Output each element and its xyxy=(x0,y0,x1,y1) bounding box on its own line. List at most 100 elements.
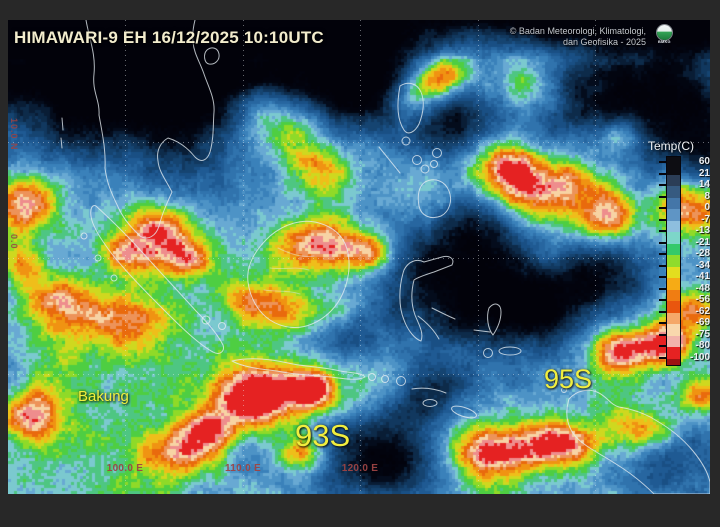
coast-sulawesi-arms xyxy=(417,307,456,340)
colorbar-bottom-cap xyxy=(667,358,680,365)
borneo-rivers xyxy=(263,247,315,295)
legend-tick-label: -100 xyxy=(689,351,710,363)
coast-luzon xyxy=(397,82,424,134)
colorbar-segment xyxy=(667,289,680,301)
storm-label-bakung: Bakung xyxy=(78,388,129,405)
legend-tick-mark xyxy=(659,207,666,209)
colorbar-segment xyxy=(667,301,680,313)
lon-label-1100e: 110.0 E xyxy=(224,463,262,474)
legend-tick-label: -56 xyxy=(695,294,710,305)
coast-halmahera xyxy=(487,303,502,336)
coast-bali xyxy=(368,373,376,381)
coast-sula xyxy=(473,329,491,333)
latitude-gridline xyxy=(8,374,710,375)
colorbar-segment xyxy=(667,163,680,175)
colorbar-top-cap xyxy=(667,157,680,163)
legend-tick-label: -34 xyxy=(695,259,710,271)
legend-tick-label: -75 xyxy=(695,328,710,340)
lat-label-100n: 10.0 N xyxy=(9,118,19,151)
legend-tick-mark xyxy=(659,333,666,336)
coast-lombok xyxy=(381,375,389,383)
bmkg-logo: BMKG xyxy=(653,25,675,47)
lon-label-1200e: 120.0 E xyxy=(341,463,379,474)
latitude-gridline xyxy=(8,258,710,259)
coast-sumatra xyxy=(90,205,224,354)
coast-java xyxy=(231,358,366,380)
lat-label-00: 0.0 xyxy=(9,234,19,250)
legend-tick-mark xyxy=(659,299,666,301)
coast-misool xyxy=(553,379,559,385)
coast-mindoro xyxy=(401,136,411,146)
colorbar-segment xyxy=(667,232,680,244)
coastlines-overlay xyxy=(60,20,710,494)
storm-label-95s: 95S xyxy=(544,364,593,394)
coast-flores xyxy=(411,387,447,394)
colorbar-segment xyxy=(667,243,680,255)
coast-borneo xyxy=(247,220,350,328)
colorbar-segment xyxy=(667,174,680,186)
legend-tick-label: 0 xyxy=(704,202,710,213)
legend-tick-label: 14 xyxy=(698,179,710,190)
colorbar-segment xyxy=(667,197,680,209)
bmkg-logo-text: BMKG xyxy=(657,40,671,44)
longitude-gridline xyxy=(243,20,244,494)
coast-andaman-islands xyxy=(60,117,64,149)
lon-label-1000e: 100.0 E xyxy=(106,463,144,474)
legend-tick-mark xyxy=(659,195,666,198)
legend-tick-mark xyxy=(659,310,666,313)
legend-tick-mark xyxy=(659,230,666,232)
colorbar-segment xyxy=(667,324,680,336)
legend-tick-mark xyxy=(659,276,666,278)
credit-line-2: dan Geofisika - 2025 xyxy=(562,36,646,47)
legend-tick-label: -7 xyxy=(701,213,710,225)
coast-new-guinea xyxy=(566,389,710,494)
legend-tick-mark xyxy=(659,172,666,175)
colorbar-segment xyxy=(667,335,680,347)
legend-tick-mark xyxy=(659,322,666,324)
legend-tick-label: -80 xyxy=(695,340,710,351)
credit-text: © Badan Meteorologi, Klimatologi, dan Ge… xyxy=(510,26,646,47)
colorbar-segment xyxy=(667,220,680,232)
coast-mentawai xyxy=(110,274,118,282)
satellite-image: HIMAWARI-9 EH 16/12/2025 10:10UTC © Bada… xyxy=(8,20,710,494)
coast-buru xyxy=(483,348,493,358)
coast-leyte xyxy=(430,160,438,168)
colorbar-segment xyxy=(667,209,680,221)
legend-tick-label: -69 xyxy=(695,317,710,328)
ir-cloud-imagery-canvas xyxy=(8,20,710,494)
longitude-gridline xyxy=(125,20,126,494)
coast-salawati xyxy=(561,387,567,393)
legend-tick-label: 21 xyxy=(698,167,710,179)
legend-tick-mark xyxy=(659,356,666,359)
legend-title: Temp(C) xyxy=(648,139,695,153)
coast-siberut xyxy=(94,254,102,262)
coast-panay xyxy=(412,155,422,165)
image-title: HIMAWARI-9 EH 16/12/2025 10:10UTC xyxy=(14,28,324,47)
coast-samar xyxy=(432,148,442,158)
coast-indochina xyxy=(85,20,215,239)
coast-sulawesi xyxy=(399,256,454,342)
legend-tick-label: -21 xyxy=(695,236,710,248)
coast-negros xyxy=(420,164,430,174)
colorbar-segment xyxy=(667,312,680,324)
colorbar-segment xyxy=(667,266,680,278)
coast-timor xyxy=(451,405,477,419)
legend-tick-mark xyxy=(659,218,666,221)
latitude-gridline xyxy=(8,142,710,143)
legend-tick-label: -41 xyxy=(695,271,710,282)
coast-hainan xyxy=(204,47,220,65)
colorbar-segment xyxy=(667,186,680,198)
legend-tick-mark xyxy=(659,184,666,186)
coast-mindanao xyxy=(417,179,452,219)
coast-bangka xyxy=(201,315,211,325)
legend-tick-label: -48 xyxy=(695,282,710,294)
longitude-gridline xyxy=(595,20,596,494)
storm-label-93s: 93S xyxy=(295,418,351,453)
coast-palawan xyxy=(378,146,401,174)
legend-tick-mark xyxy=(659,253,666,255)
legend-tick-label: 60 xyxy=(698,156,710,167)
coast-belitung xyxy=(218,322,226,330)
legend-tick-mark xyxy=(659,287,666,290)
colorbar-segment xyxy=(667,278,680,290)
coast-sumbawa xyxy=(396,376,406,386)
